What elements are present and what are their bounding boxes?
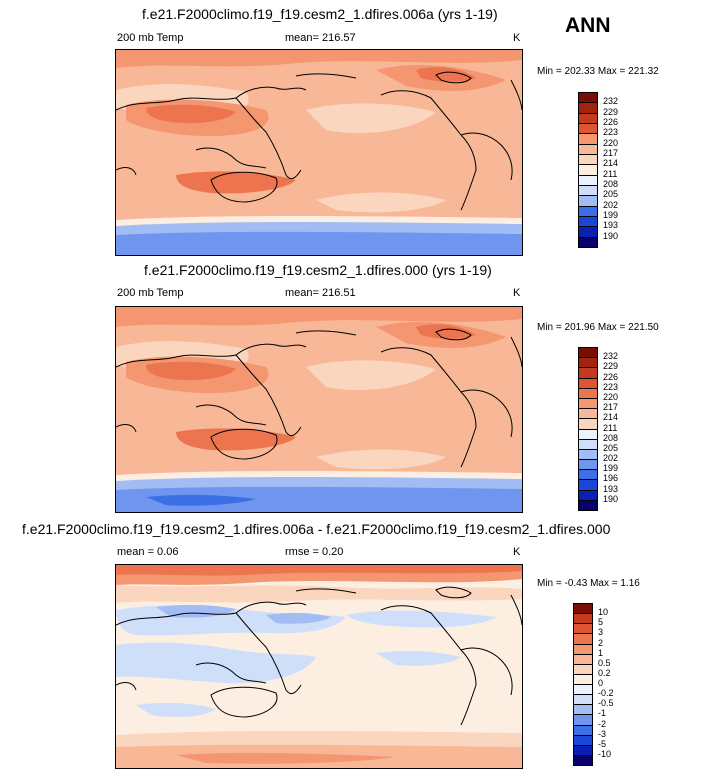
panel2-mean-label: mean= 216.51 — [285, 287, 356, 299]
colorbar-tick-label: 232 — [603, 96, 619, 107]
panel2-unit-label: K — [513, 287, 521, 299]
panel1-mean-label: mean= 216.57 — [285, 32, 356, 44]
panel1-variable-label: 200 mb Temp — [117, 32, 184, 44]
colorbar-tick-label: 214 — [603, 158, 619, 169]
colorbar-tick-label: 193 — [603, 220, 619, 231]
panel2-map — [115, 306, 523, 513]
panel1-title: f.e21.F2000climo.f19_f19.cesm2_1.dfires.… — [142, 6, 498, 22]
colorbar-tick-label: -1 — [598, 708, 607, 719]
colorbar-tick-label: -0.2 — [598, 688, 614, 699]
colorbar-tick-label: -2 — [598, 718, 607, 729]
colorbar-tick-label: 190 — [603, 493, 619, 504]
colorbar-tick-label: 0.5 — [598, 657, 611, 668]
colorbar-tick-label: 202 — [603, 199, 619, 210]
panel3-title: f.e21.F2000climo.f19_f19.cesm2_1.dfires.… — [22, 521, 611, 537]
panel3-rmse-label: rmse = 0.20 — [285, 546, 344, 558]
colorbar-tick-label: 0 — [598, 678, 604, 688]
colorbar-tick-label: -3 — [598, 728, 607, 739]
colorbar-tick-label: 211 — [603, 422, 618, 433]
colorbar-tick-label: 199 — [603, 210, 619, 220]
colorbar-tick-label: -5 — [598, 738, 607, 749]
panel3-colorbar — [573, 603, 593, 766]
colorbar-tick-label: 2 — [598, 637, 604, 648]
colorbar-tick-label: 193 — [603, 483, 619, 494]
panel2-colorbar — [578, 347, 598, 511]
colorbar-tick-label: 229 — [603, 361, 619, 372]
colorbar-tick-label: 208 — [603, 432, 619, 443]
season-label: ANN — [565, 14, 611, 37]
panel1-map — [115, 49, 523, 256]
colorbar-tick-label: 223 — [603, 127, 619, 138]
colorbar-tick-label: 220 — [603, 391, 619, 402]
colorbar-tick-label: 1 — [598, 647, 604, 658]
panel1-min-max: Min = 202.33 Max = 221.32 — [537, 66, 659, 77]
colorbar-tick-label: 208 — [603, 179, 619, 189]
colorbar-tick-label: 226 — [603, 371, 619, 382]
colorbar-tick-label: 202 — [603, 453, 619, 464]
panel3-map-svg — [116, 565, 522, 768]
colorbar-box — [578, 236, 598, 248]
colorbar-tick-label: 0.2 — [598, 667, 611, 678]
panel2-variable-label: 200 mb Temp — [117, 287, 184, 299]
colorbar-tick-label: 3 — [598, 627, 604, 638]
colorbar-tick-label: 223 — [603, 381, 619, 392]
colorbar-tick-label: 217 — [603, 148, 619, 158]
colorbar-tick-label: 214 — [603, 412, 619, 423]
panel2-min-max: Min = 201.96 Max = 221.50 — [537, 322, 659, 333]
panel2-title: f.e21.F2000climo.f19_f19.cesm2_1.dfires.… — [144, 262, 492, 278]
colorbar-tick-label: 196 — [603, 473, 619, 484]
colorbar-tick-label: 226 — [603, 117, 619, 127]
panel3-map — [115, 564, 523, 769]
panel1-map-svg — [116, 50, 522, 255]
colorbar-tick-label: 211 — [603, 168, 618, 179]
panel3-mean-label: mean = 0.06 — [117, 546, 179, 558]
colorbar-tick-label: 229 — [603, 106, 619, 117]
colorbar-tick-label: 190 — [603, 230, 619, 241]
colorbar-box — [573, 754, 593, 766]
colorbar-tick-label: -10 — [598, 748, 612, 759]
colorbar-tick-label: 205 — [603, 189, 619, 200]
panel3-unit-label: K — [513, 546, 521, 558]
colorbar-tick-label: 220 — [603, 137, 619, 148]
colorbar-tick-label: 232 — [603, 351, 619, 362]
panel1-colorbar — [578, 92, 598, 248]
panel1-unit-label: K — [513, 32, 521, 44]
panel2-map-svg — [116, 307, 522, 512]
colorbar-box — [578, 499, 598, 511]
colorbar-tick-label: -0.5 — [598, 698, 614, 709]
panel3-min-max: Min = -0.43 Max = 1.16 — [537, 578, 640, 589]
colorbar-tick-label: 5 — [598, 617, 604, 628]
colorbar-tick-label: 205 — [603, 442, 619, 453]
colorbar-tick-label: 199 — [603, 463, 619, 474]
colorbar-tick-label: 217 — [603, 402, 619, 413]
colorbar-tick-label: 10 — [598, 607, 609, 618]
